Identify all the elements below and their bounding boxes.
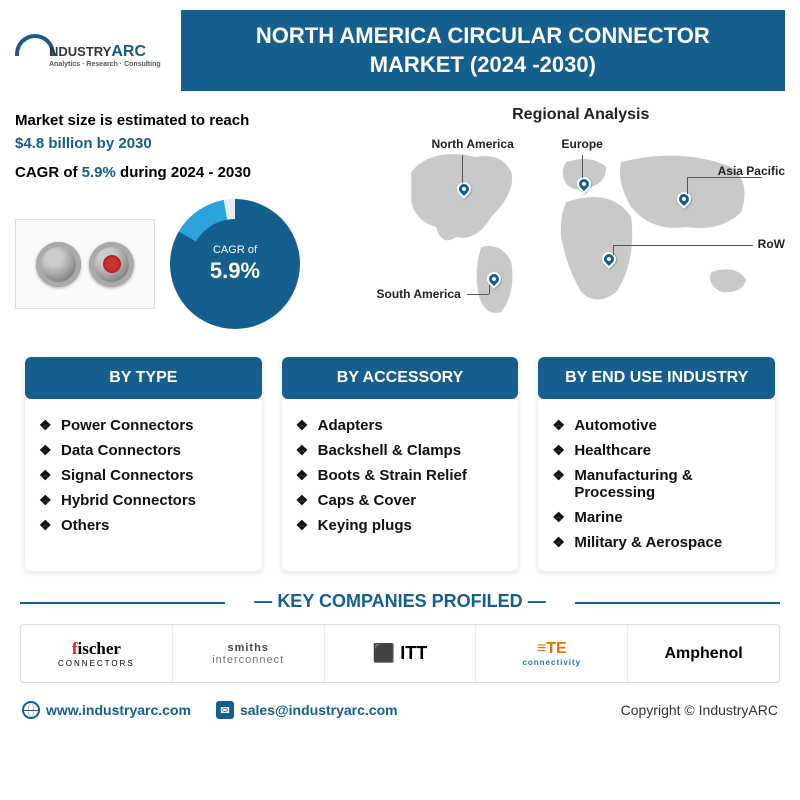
- copyright-text: Copyright © IndustryARC: [621, 702, 778, 718]
- list-item: Keying plugs: [296, 513, 505, 538]
- list-item: Others: [39, 513, 248, 538]
- list-item: Automotive: [552, 413, 761, 438]
- segment-list: Adapters Backshell & Clamps Boots & Stra…: [282, 399, 519, 542]
- title-line-2: MARKET (2024 -2030): [191, 51, 775, 80]
- company-fischer: fischerCONNECTORS: [21, 625, 173, 682]
- list-item: Healthcare: [552, 438, 761, 463]
- globe-icon: [22, 701, 40, 719]
- segment-title: BY ACCESSORY: [282, 357, 519, 399]
- segment-list: Automotive Healthcare Manufacturing & Pr…: [538, 399, 775, 559]
- list-item: Power Connectors: [39, 413, 248, 438]
- regional-analysis: Regional Analysis North America Europe A…: [377, 106, 786, 332]
- region-label-row: RoW: [758, 237, 785, 251]
- market-size-value: $4.8 billion by 2030: [15, 135, 362, 152]
- logo-tagline: Analytics · Research · Consulting: [49, 61, 161, 68]
- region-label-eu: Europe: [562, 137, 603, 151]
- segment-card-enduse: BY END USE INDUSTRY Automotive Healthcar…: [538, 357, 775, 571]
- key-companies: KEY COMPANIES PROFILED fischerCONNECTORS…: [20, 591, 780, 683]
- stats-row: Market size is estimated to reach $4.8 b…: [0, 96, 800, 342]
- regional-title: Regional Analysis: [377, 106, 786, 124]
- cagr-value: 5.9%: [82, 164, 116, 181]
- list-item: Military & Aerospace: [552, 530, 761, 555]
- connector-icon: [89, 242, 134, 287]
- header: NDUSTRYARC Analytics · Research · Consul…: [0, 0, 800, 96]
- list-item: Caps & Cover: [296, 488, 505, 513]
- region-label-na: North America: [432, 137, 514, 151]
- company-amphenol: Amphenol: [628, 625, 779, 682]
- email-link[interactable]: sales@industryarc.com: [216, 701, 398, 719]
- brand-logo: NDUSTRYARC Analytics · Research · Consul…: [15, 34, 161, 68]
- segment-list: Power Connectors Data Connectors Signal …: [25, 399, 262, 542]
- segment-title: BY TYPE: [25, 357, 262, 399]
- list-item: Marine: [552, 505, 761, 530]
- companies-row: fischerCONNECTORS smithsinterconnect ⬛ I…: [20, 624, 780, 683]
- cagr-donut-chart: CAGR of 5.9%: [170, 199, 300, 329]
- footer: www.industryarc.com sales@industryarc.co…: [0, 683, 800, 719]
- region-label-sa: South America: [377, 287, 461, 301]
- list-item: Manufacturing & Processing: [552, 463, 761, 505]
- segments-row: BY TYPE Power Connectors Data Connectors…: [0, 342, 800, 581]
- cagr-badge-label: CAGR of: [213, 244, 257, 256]
- stats-left: Market size is estimated to reach $4.8 b…: [15, 106, 362, 332]
- list-item: Data Connectors: [39, 438, 248, 463]
- connector-icon: [36, 242, 81, 287]
- region-label-apac: Asia Pacific: [718, 164, 785, 178]
- company-te: ≡TEconnectivity: [476, 625, 628, 682]
- segment-title: BY END USE INDUSTRY: [538, 357, 775, 399]
- title-line-1: NORTH AMERICA CIRCULAR CONNECTOR: [191, 22, 775, 51]
- cagr-line: CAGR of 5.9% during 2024 - 2030: [15, 164, 362, 181]
- segment-card-type: BY TYPE Power Connectors Data Connectors…: [25, 357, 262, 571]
- segment-card-accessory: BY ACCESSORY Adapters Backshell & Clamps…: [282, 357, 519, 571]
- list-item: Hybrid Connectors: [39, 488, 248, 513]
- website-link[interactable]: www.industryarc.com: [22, 701, 191, 719]
- key-companies-title: KEY COMPANIES PROFILED: [20, 591, 780, 612]
- cagr-badge-value: 5.9%: [210, 258, 260, 284]
- product-image: [15, 219, 155, 309]
- company-smiths: smithsinterconnect: [173, 625, 325, 682]
- world-map: North America Europe Asia Pacific RoW So…: [377, 132, 786, 332]
- company-itt: ⬛ ITT: [325, 625, 477, 682]
- market-size-label: Market size is estimated to reach: [15, 112, 362, 129]
- list-item: Backshell & Clamps: [296, 438, 505, 463]
- logo-text-main: NDUSTRY: [49, 44, 111, 59]
- list-item: Adapters: [296, 413, 505, 438]
- list-item: Signal Connectors: [39, 463, 248, 488]
- page-title: NORTH AMERICA CIRCULAR CONNECTOR MARKET …: [181, 10, 785, 91]
- list-item: Boots & Strain Relief: [296, 463, 505, 488]
- mail-icon: [216, 701, 234, 719]
- logo-text-suffix: ARC: [111, 43, 146, 60]
